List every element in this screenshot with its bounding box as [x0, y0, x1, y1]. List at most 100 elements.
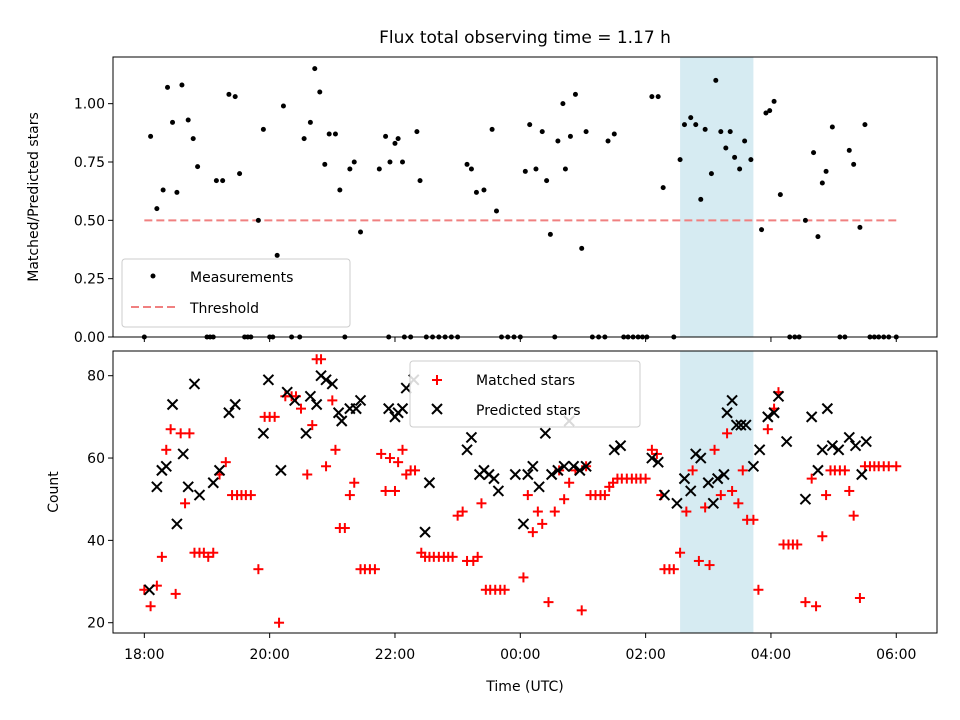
bottom-points [139, 354, 902, 628]
bottom-legend-box [409, 360, 641, 428]
predicted-star-point [780, 435, 793, 448]
top-yticks: 0.00 0.25 0.50 0.75 1.00 [74, 97, 113, 346]
predicted-star-point [207, 477, 219, 489]
measurement-point [332, 131, 338, 137]
predicted-star-point [730, 419, 743, 431]
measurement-point [322, 161, 328, 167]
matched-star-point [704, 560, 715, 571]
matched-star-point [472, 551, 483, 562]
predicted-star-point [816, 444, 829, 456]
predicted-star-point [821, 402, 834, 415]
predicted-star-point [753, 444, 766, 456]
matched-star-point [800, 597, 811, 608]
matched-star-point [139, 584, 150, 595]
predicted-star-point [843, 431, 855, 444]
matched-star-point [727, 485, 738, 496]
predicted-star-point [685, 485, 697, 497]
predicted-star-point [143, 584, 156, 596]
measurement-point [414, 129, 420, 135]
measurement-point [226, 91, 232, 97]
predicted-star-point [718, 468, 730, 481]
predicted-star-point [517, 518, 530, 530]
predicted-star-point [726, 394, 738, 407]
predicted-star-point [383, 402, 395, 415]
measurement-point [317, 89, 323, 95]
predicted-star-point [768, 407, 780, 419]
measurement-point [464, 161, 470, 167]
matched-star-point [170, 588, 181, 599]
matched-star-point [499, 584, 510, 595]
predicted-star-point [762, 411, 774, 423]
y-tick-label: 0.25 [74, 272, 105, 288]
y-tick-label: 1.00 [74, 97, 105, 113]
measurement-point [742, 138, 748, 144]
predicted-star-point [354, 394, 367, 407]
bottom-panel: 20 40 60 80 18:00 20:00 22:00 00:00 02:00 04:00 0… [46, 350, 938, 695]
matched-star-point [576, 605, 587, 616]
measurement-point [481, 187, 487, 193]
measurement-point [693, 122, 699, 128]
measurement-point [547, 231, 553, 237]
measurement-point [562, 166, 568, 172]
measurement-point [702, 126, 708, 132]
measurement-point [823, 168, 829, 174]
predicted-star-point [509, 468, 521, 481]
matched-star-point [564, 477, 575, 488]
predicted-star-point [545, 468, 558, 481]
matched-star-point [549, 506, 560, 517]
matched-star-point [349, 477, 360, 488]
matched-star-point [220, 457, 231, 468]
matched-star-point [854, 593, 865, 604]
predicted-star-point [567, 460, 580, 472]
measurement-point [846, 147, 852, 153]
matched-star-point [344, 490, 355, 501]
measurement-point [539, 129, 545, 135]
measurement-point [493, 208, 499, 214]
matched-star-point [203, 551, 214, 562]
matched-star-point [339, 523, 350, 534]
predicted-star-point [300, 427, 312, 440]
matched-star-point [397, 444, 408, 455]
y-tick-label: 0.00 [74, 330, 105, 346]
measurement-point [174, 189, 180, 195]
predicted-star-point [678, 472, 691, 485]
measurement-point [468, 166, 474, 172]
matched-star-point [307, 420, 318, 431]
measurement-point [395, 136, 401, 142]
matched-star-point [681, 506, 692, 517]
measurement-point [544, 178, 550, 184]
predicted-star-point [522, 468, 534, 481]
measurement-point [748, 157, 754, 163]
measurement-point [802, 217, 808, 223]
measurement-point [160, 187, 166, 193]
matched-star-point [792, 539, 803, 550]
matched-star-point [844, 485, 855, 496]
legend-measurements-marker [150, 273, 156, 279]
predicted-star-point [671, 497, 683, 510]
matched-star-point [522, 490, 533, 501]
x-axis-label: Time (UTC) [485, 679, 563, 695]
matched-star-point [518, 572, 529, 583]
measurement-point [417, 178, 423, 184]
predicted-star-point [652, 456, 664, 468]
y-tick-label: 60 [87, 451, 105, 467]
measurement-point [777, 192, 783, 198]
matched-star-point [848, 510, 859, 521]
predicted-star-point [488, 472, 500, 485]
measurement-point [611, 131, 617, 137]
matched-star-point [762, 424, 773, 435]
top-legend: Measurements Threshold [121, 258, 351, 328]
predicted-star-point [533, 481, 545, 493]
matched-star-point [452, 510, 463, 521]
measurement-point [148, 133, 154, 139]
measurement-point [179, 82, 185, 88]
matched-star-point [274, 617, 285, 628]
measurement-point [195, 164, 201, 170]
measurement-point [727, 129, 733, 135]
predicted-star-point [492, 485, 505, 497]
measurement-point [489, 126, 495, 132]
matched-star-point [175, 428, 186, 439]
matched-star-point [753, 584, 764, 595]
y-tick-label: 0.75 [74, 155, 105, 171]
predicted-star-point [336, 415, 348, 427]
